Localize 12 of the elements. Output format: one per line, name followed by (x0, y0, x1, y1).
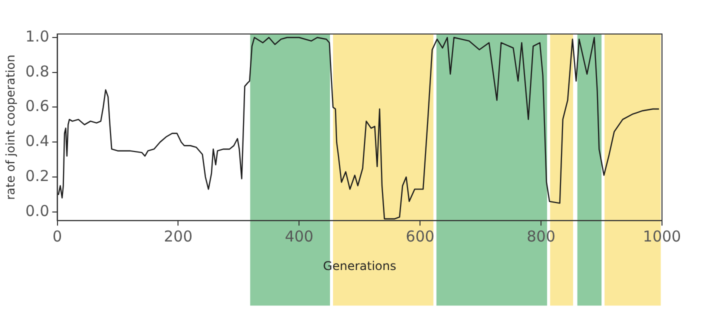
y-tick-label: 0.2 (25, 166, 50, 185)
y-tick-label: 0.4 (25, 132, 50, 150)
y-tick-label: 0.8 (25, 62, 50, 80)
y-tick-label: 0.6 (25, 97, 50, 116)
x-tick-label: 200 (164, 227, 193, 246)
x-tick-label: 400 (284, 227, 314, 246)
y-axis-title: rate of joint cooperation (3, 54, 18, 200)
x-axis-title: Generations (323, 258, 396, 273)
x-tick-label: 600 (406, 227, 434, 246)
y-tick-label: 1.0 (25, 27, 50, 46)
x-tick-label: 0 (52, 227, 62, 246)
y-tick-label: 0.0 (25, 202, 50, 220)
